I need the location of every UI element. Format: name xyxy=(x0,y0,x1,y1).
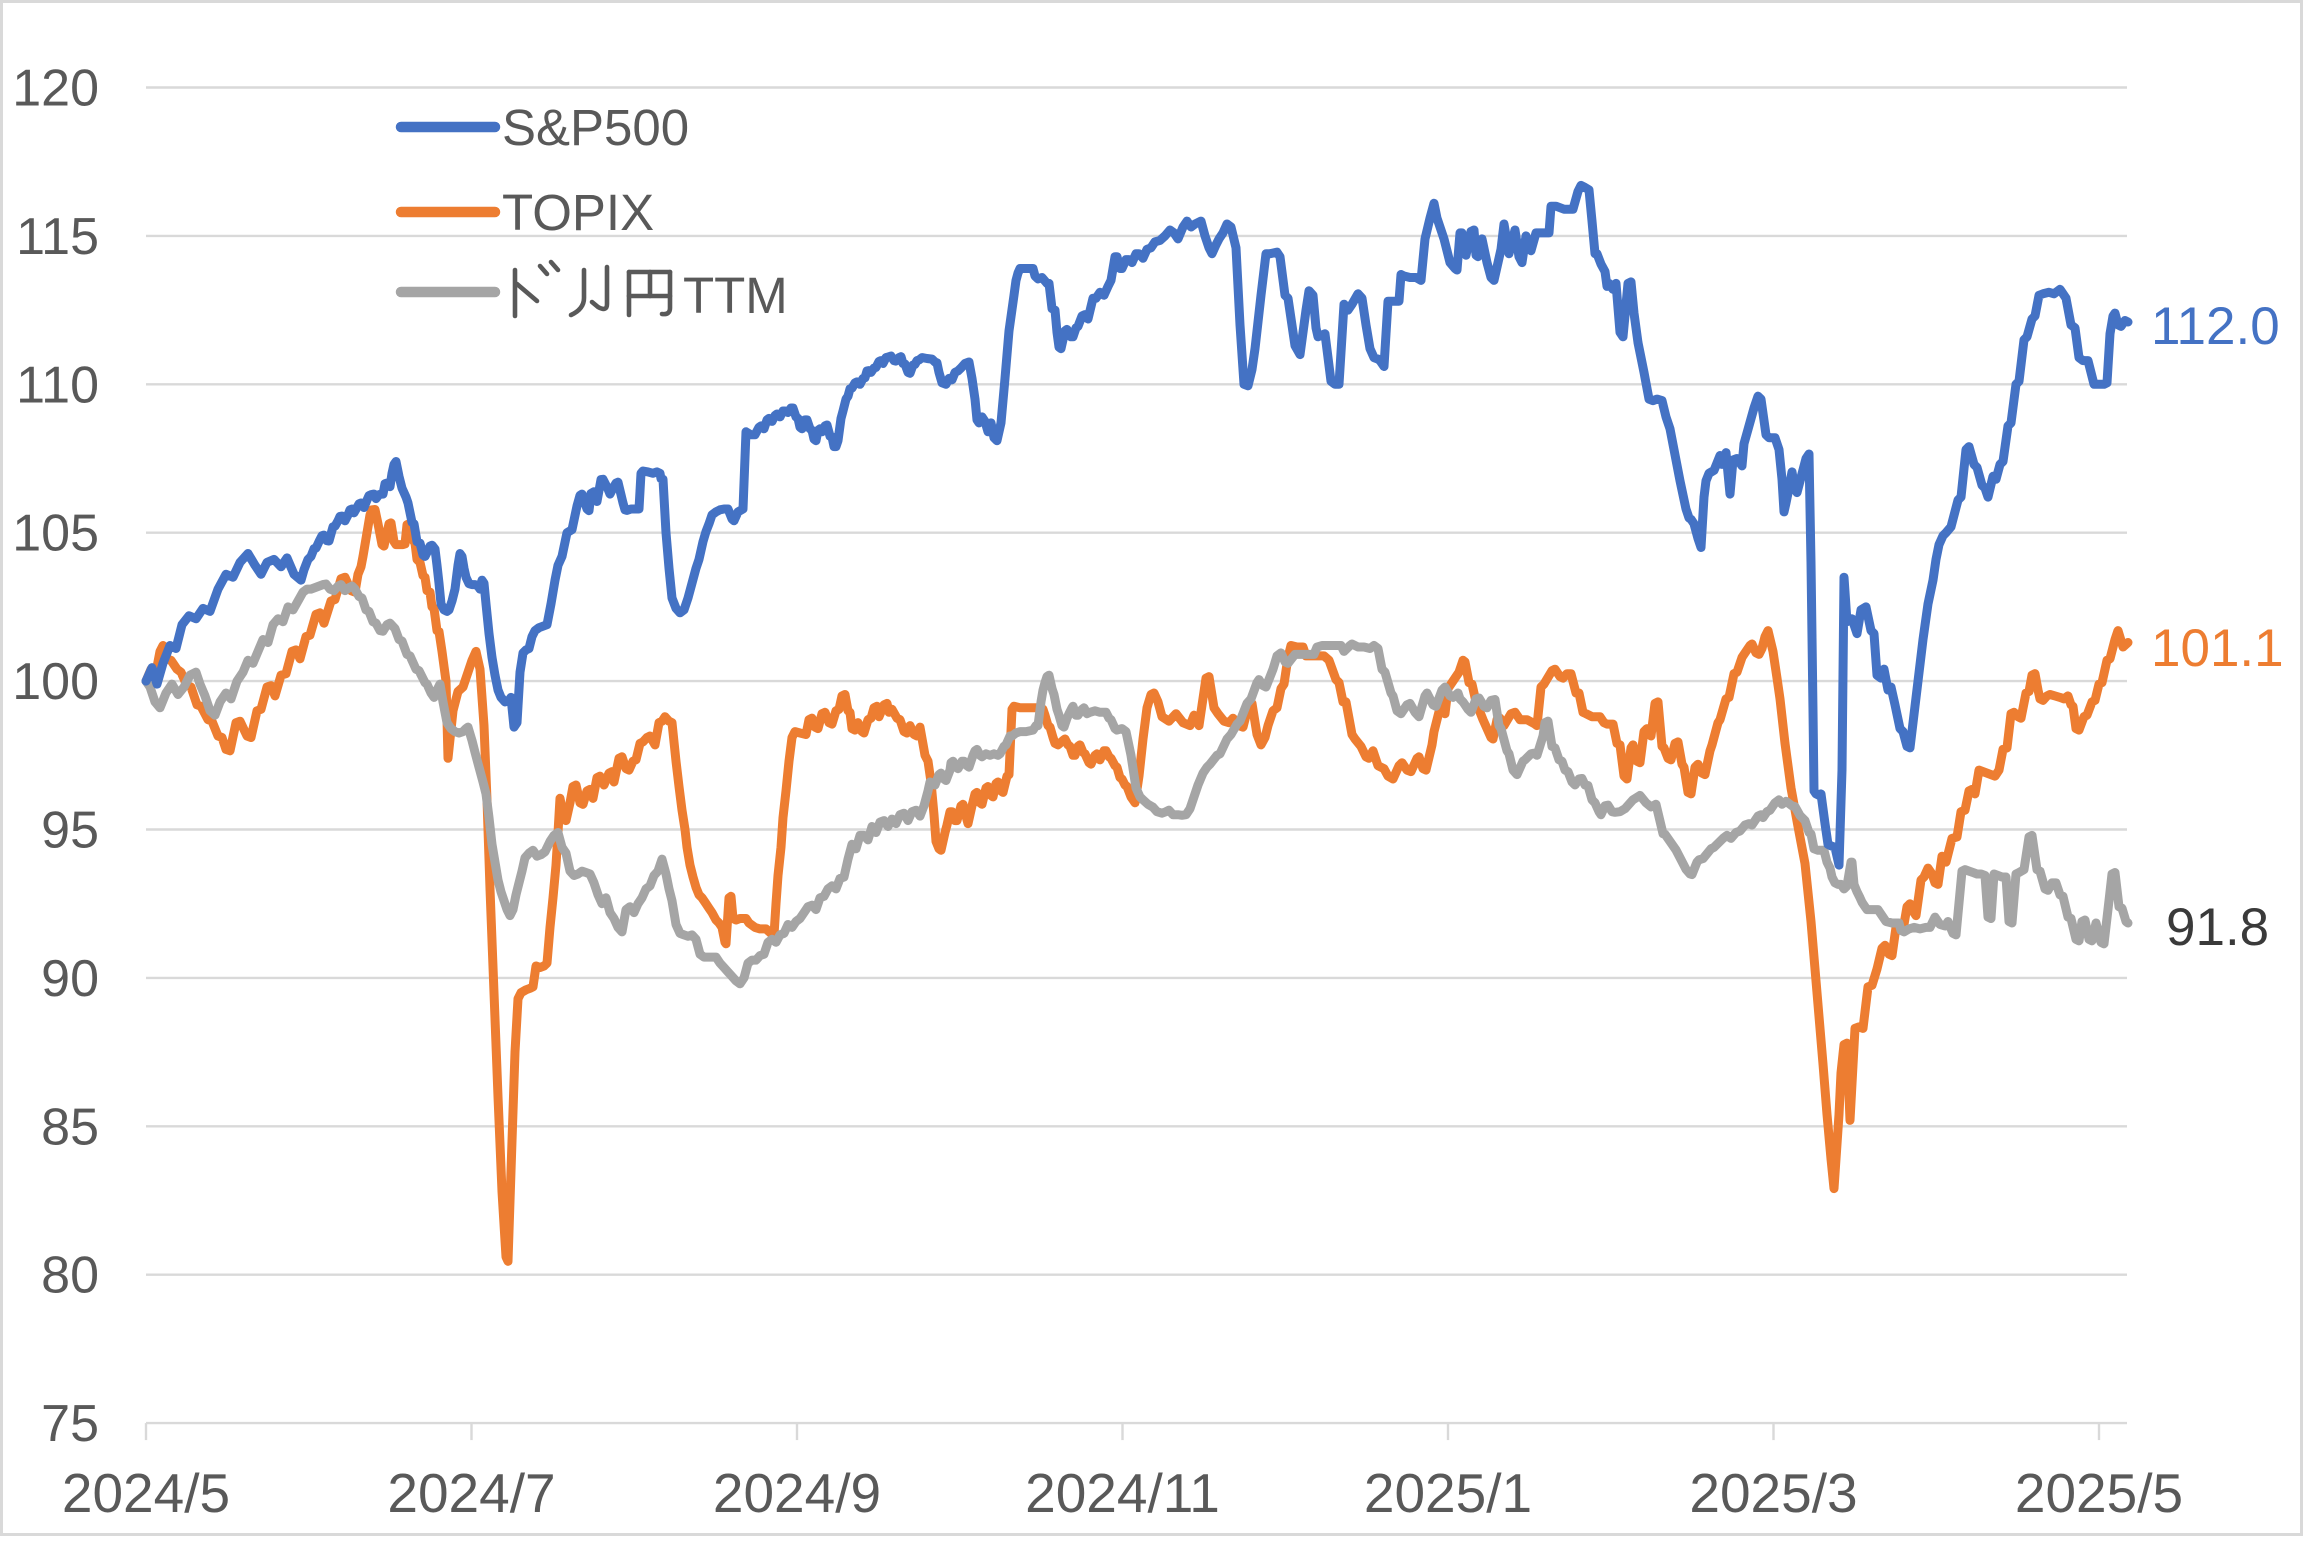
svg-text:TOPIX: TOPIX xyxy=(502,184,654,241)
svg-text:91.8: 91.8 xyxy=(2166,898,2269,957)
svg-text:2025/1: 2025/1 xyxy=(1364,1462,1532,1524)
svg-text:TTM: TTM xyxy=(683,267,788,324)
svg-text:105: 105 xyxy=(12,505,99,563)
svg-text:2025/3: 2025/3 xyxy=(1689,1462,1857,1524)
svg-text:S&P500: S&P500 xyxy=(502,99,689,156)
svg-text:75: 75 xyxy=(41,1395,99,1453)
svg-text:90: 90 xyxy=(41,950,99,1008)
svg-text:80: 80 xyxy=(41,1247,99,1305)
svg-text:115: 115 xyxy=(16,208,99,266)
svg-text:2025/5: 2025/5 xyxy=(2015,1462,2183,1524)
svg-text:120: 120 xyxy=(12,60,99,118)
svg-text:85: 85 xyxy=(41,1098,99,1156)
svg-text:2024/9: 2024/9 xyxy=(713,1462,881,1524)
svg-text:2024/5: 2024/5 xyxy=(62,1462,230,1524)
svg-text:110: 110 xyxy=(16,356,99,414)
svg-text:2024/7: 2024/7 xyxy=(387,1462,555,1524)
svg-text:101.1: 101.1 xyxy=(2151,619,2284,678)
svg-text:100: 100 xyxy=(12,653,99,711)
svg-text:95: 95 xyxy=(41,802,99,860)
svg-text:2024/11: 2024/11 xyxy=(1025,1462,1220,1524)
svg-text:112.0: 112.0 xyxy=(2151,297,2280,356)
